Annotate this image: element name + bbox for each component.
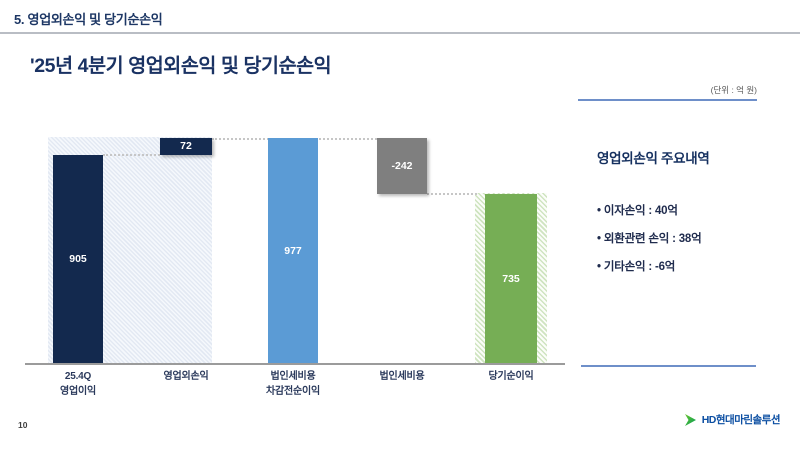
detail-panel: 영업외손익 주요내역 이자손익 : 40억외환관련 손익 : 38억기타손익 :… [597, 147, 782, 287]
waterfall-chart: 905 25.4Q 영업이익 72 영업외손익 977 법인세비용 차감전순이익 -242 법… [25, 137, 565, 397]
panel-bottom-rule [581, 365, 756, 367]
detail-list: 이자손익 : 40억외환관련 손익 : 38억기타손익 : -6억 [597, 203, 782, 287]
waterfall-bar-5: 735 [485, 193, 537, 364]
logo-text: HD현대마린솔루션 [701, 414, 781, 426]
detail-item: 외환관련 손익 : 38억 [597, 231, 782, 259]
waterfall-bar-2: 72 [160, 138, 212, 155]
page-number: 10 [18, 420, 28, 430]
bar-value-label: 905 [69, 253, 87, 266]
panel-top-rule [578, 99, 757, 101]
page-title: '25년 4분기 영업외손익 및 당기순손익 [30, 55, 332, 77]
logo-mark-icon [684, 413, 696, 426]
waterfall-bar-3: 977 [268, 138, 318, 364]
connector-line-905 [103, 154, 160, 156]
category-label: 25.4Q 영업이익 [60, 371, 96, 397]
detail-item: 이자손익 : 40억 [597, 203, 782, 231]
category-label: 법인세비용 차감전순이익 [266, 371, 320, 397]
section-header: 5. 영업외손익 및 당기순손익 [14, 12, 163, 27]
waterfall-bar-1: 905 [53, 154, 103, 364]
waterfall-bar-4: -242 [377, 138, 427, 194]
connector-line-735 [427, 193, 477, 195]
bar-value-label: 977 [284, 245, 302, 257]
panel-heading: 영업외손익 주요내역 [597, 151, 710, 166]
company-logo: HD현대마린솔루션 [684, 412, 781, 427]
detail-item: 기타손익 : -6억 [597, 259, 782, 287]
x-axis-line [25, 363, 565, 365]
category-label: 당기순이익 [488, 371, 534, 382]
category-label: 법인세비용 [379, 371, 425, 382]
bar-value-label: -242 [391, 159, 413, 172]
bar-value-label: 735 [502, 272, 520, 285]
unit-note: (단위 : 억 원) [710, 85, 757, 95]
category-label: 영업외손익 [163, 371, 209, 382]
bar-value-label: 72 [180, 140, 192, 153]
header-divider [0, 32, 800, 34]
